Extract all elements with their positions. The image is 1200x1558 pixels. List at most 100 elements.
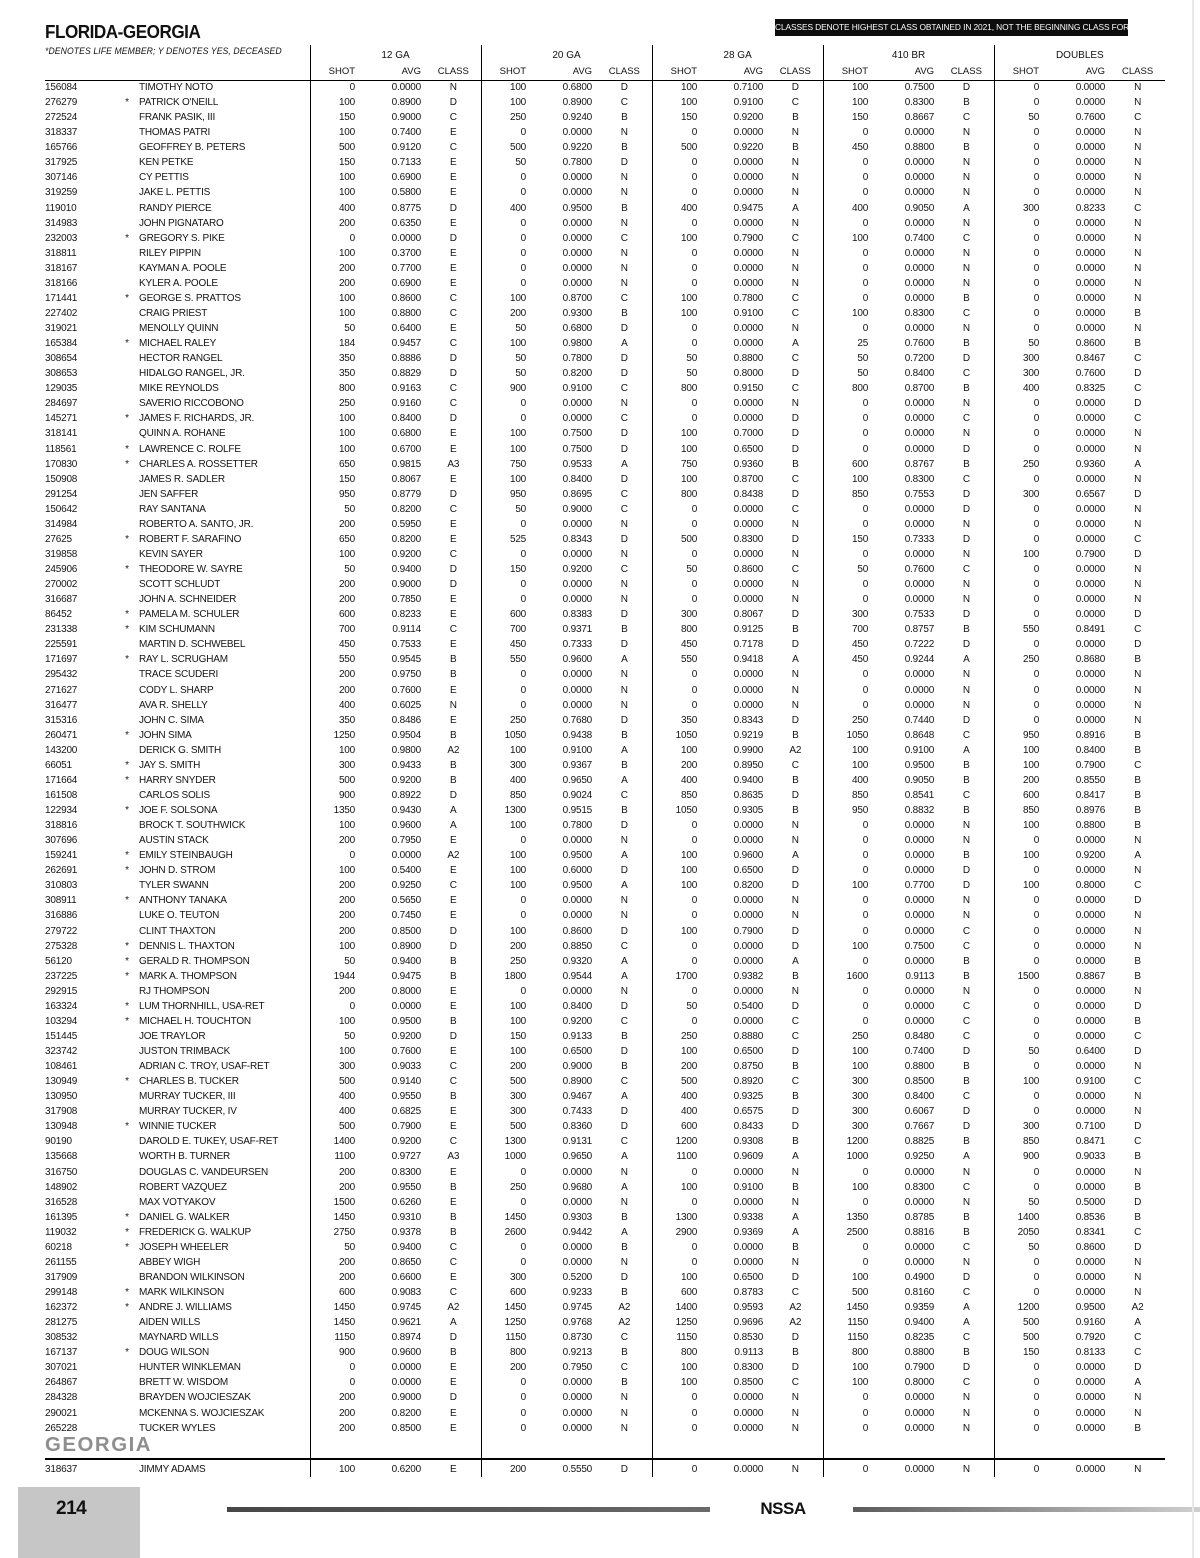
stat-class-doubles: N (1134, 1392, 1142, 1404)
stat-shot-410br: 0 (822, 426, 874, 442)
life-member-star (115, 381, 139, 396)
stat-avg-28ga: 0.9696 (733, 1317, 764, 1329)
stat-shot-12ga: 150 (309, 471, 361, 487)
stat-avg-28ga: 0.8800 (733, 353, 764, 365)
stat-shot-410br: 0 (822, 863, 874, 879)
stat-avg-410br: 0.7667 (904, 1121, 935, 1133)
stat-class-28ga: N (791, 1166, 799, 1178)
stat-class-doubles: B (1134, 1015, 1141, 1027)
member-name: ANDRE J. WILLIAMS (139, 1302, 232, 1314)
stat-class-12ga: D (449, 368, 457, 380)
stat-shot-28ga: 0 (651, 1164, 703, 1180)
stat-class-12ga: E (450, 127, 457, 139)
stat-shot-12ga: 1100 (309, 1149, 361, 1165)
member-name: CARLOS SOLIS (139, 789, 210, 801)
table-row: 275328 * DENNIS L. THAXTON 100 0.8900 D … (45, 938, 1165, 954)
stat-avg-12ga: 0.9745 (391, 1302, 422, 1314)
stat-class-410br: N (962, 1166, 970, 1178)
stat-avg-12ga: 0.9475 (391, 970, 422, 982)
stat-avg-28ga: 0.0000 (733, 323, 764, 335)
stat-avg-410br: 0.8800 (904, 1347, 935, 1359)
stat-avg-12ga: 0.6900 (391, 172, 422, 184)
stat-shot-410br: 25 (822, 336, 874, 352)
stat-class-12ga: B (450, 729, 457, 741)
table-row: 227402 CRAIG PRIEST 100 0.8800 C 200 0.9… (45, 305, 1165, 321)
stat-class-410br: C (962, 1000, 970, 1012)
stat-shot-28ga: 0 (651, 125, 703, 141)
stat-class-doubles: B (1134, 789, 1141, 801)
stat-shot-28ga: 0 (651, 697, 703, 713)
nssa-logo: NSSA (760, 1499, 806, 1518)
stat-avg-doubles: 0.0000 (1075, 277, 1106, 289)
stat-shot-doubles: 0 (993, 637, 1045, 653)
life-member-star: * (125, 759, 129, 771)
stat-class-20ga: C (620, 232, 628, 244)
stat-avg-12ga: 0.9000 (391, 579, 422, 591)
stat-avg-410br: 0.8825 (904, 1136, 935, 1148)
stat-class-doubles: C (1134, 413, 1142, 425)
stat-class-28ga: C (791, 503, 799, 515)
member-name: MAX VOTYAKOV (139, 1196, 216, 1208)
life-member-star (115, 276, 139, 291)
stat-avg-410br: 0.0000 (904, 217, 935, 229)
stat-class-28ga: D (791, 865, 799, 877)
stat-avg-20ga: 0.8695 (562, 488, 593, 500)
stat-shot-12ga: 200 (309, 1405, 361, 1421)
stat-avg-410br: 0.8400 (904, 1091, 935, 1103)
stat-shot-doubles: 2050 (993, 1224, 1045, 1240)
table-row: 165384 * MICHAEL RALEY 184 0.9457 C 100 … (45, 336, 1165, 352)
stat-avg-28ga: 0.8920 (733, 1076, 764, 1088)
stat-class-20ga: C (620, 413, 628, 425)
stat-shot-410br: 0 (822, 215, 874, 231)
stat-avg-20ga: 0.9800 (562, 338, 593, 350)
stat-avg-12ga: 0.8829 (391, 368, 422, 380)
stat-shot-20ga: 0 (480, 833, 532, 849)
stat-avg-20ga: 0.6500 (562, 1046, 593, 1058)
stat-avg-20ga: 0.8900 (562, 97, 593, 109)
stat-avg-doubles: 0.8550 (1075, 774, 1106, 786)
stat-avg-28ga: 0.7100 (733, 82, 764, 94)
stat-avg-410br: 0.9400 (904, 1317, 935, 1329)
life-member-star: * (125, 292, 129, 304)
table-row: 307146 CY PETTIS 100 0.6900 E 0 0.0000 N… (45, 170, 1165, 186)
stat-class-28ga: A (792, 1211, 799, 1223)
member-id: 171441 (45, 292, 78, 304)
stat-class-20ga: B (621, 759, 628, 771)
stat-shot-12ga: 0 (309, 80, 361, 96)
life-member-star: * (125, 1000, 129, 1012)
life-member-star: * (125, 865, 129, 877)
stat-shot-20ga: 0 (480, 245, 532, 261)
stat-avg-doubles: 0.6567 (1075, 488, 1106, 500)
stat-class-28ga: B (792, 805, 799, 817)
stat-avg-doubles: 0.9200 (1075, 850, 1106, 862)
stat-class-28ga: D (791, 368, 799, 380)
life-member-star (115, 110, 139, 125)
member-name: MAYNARD WILLS (139, 1332, 219, 1344)
stat-shot-28ga: 200 (651, 757, 703, 773)
life-member-star: * (125, 232, 129, 244)
member-name: DOUGLAS C. VANDEURSEN (139, 1166, 268, 1178)
stat-shot-410br: 0 (822, 908, 874, 924)
stat-shot-410br: 2500 (822, 1224, 874, 1240)
table-row: 90190 DAROLD E. TUKEY, USAF-RET 1400 0.9… (45, 1134, 1165, 1150)
stat-shot-28ga: 0 (651, 516, 703, 532)
stat-shot-doubles: 1200 (993, 1300, 1045, 1316)
stat-avg-410br: 0.8400 (904, 368, 935, 380)
member-name: AUSTIN STACK (139, 835, 209, 847)
stat-class-28ga: D (791, 488, 799, 500)
stat-class-12ga: E (450, 714, 457, 726)
stat-shot-28ga: 100 (651, 1360, 703, 1376)
member-id: 167137 (45, 1347, 78, 1359)
section-header-cell (309, 1435, 482, 1460)
stat-avg-28ga: 0.0000 (733, 127, 764, 139)
stat-shot-28ga: 100 (651, 230, 703, 246)
stat-avg-doubles: 0.0000 (1075, 413, 1106, 425)
life-member-star: * (125, 970, 129, 982)
stat-avg-12ga: 0.6700 (391, 443, 422, 455)
stat-shot-410br: 100 (822, 1059, 874, 1075)
stat-avg-doubles: 0.0000 (1075, 865, 1106, 877)
stat-avg-doubles: 0.0000 (1075, 247, 1106, 259)
stat-avg-28ga: 0.0000 (733, 1464, 764, 1476)
stat-class-20ga: B (621, 1030, 628, 1042)
